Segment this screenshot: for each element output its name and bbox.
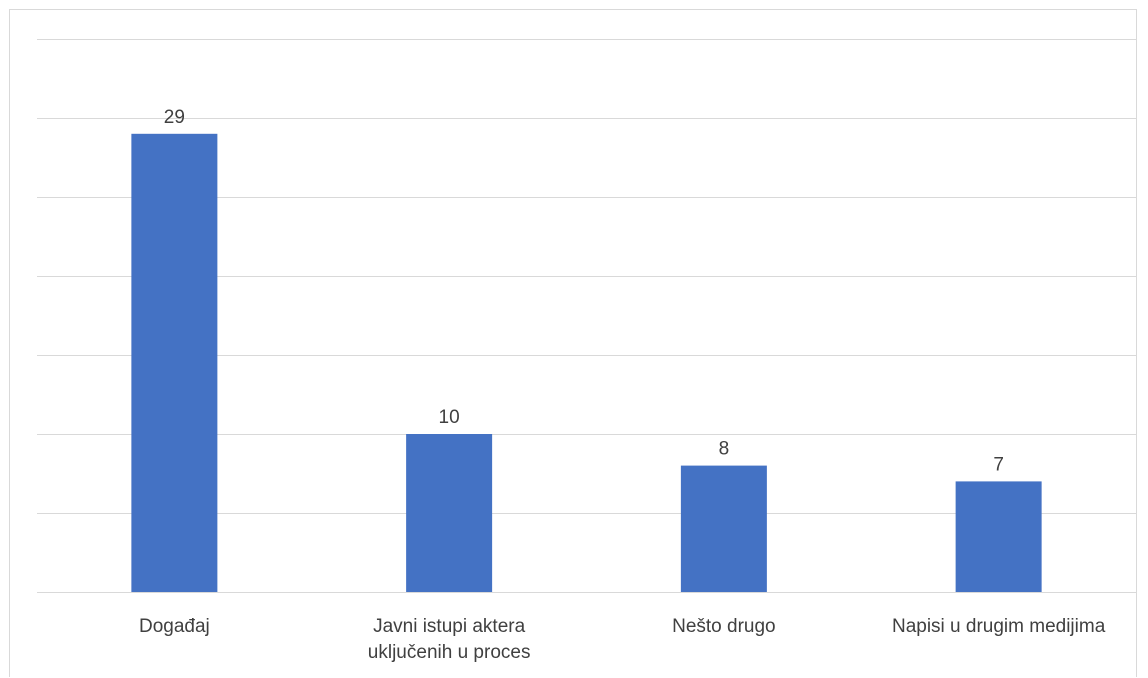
data-label-1: 10 bbox=[439, 407, 460, 428]
x-tick-label-line: uključenih u proces bbox=[368, 642, 531, 663]
bar-2 bbox=[680, 465, 767, 592]
x-tick-label-line: Javni istupi aktera bbox=[373, 616, 526, 637]
bar-chart: 29 10 8 7 Događaj Javni istupi aktera uključe… bbox=[37, 39, 1136, 663]
x-tick-label-line: Napisi u drugim medijima bbox=[892, 616, 1106, 637]
label-layer: 29 10 8 7 bbox=[164, 107, 1004, 476]
grid-layer bbox=[37, 39, 1136, 593]
tick-layer: Događaj Javni istupi aktera uključenih u p… bbox=[139, 616, 1106, 663]
bar-layer bbox=[131, 133, 1042, 593]
data-label-0: 29 bbox=[164, 107, 185, 128]
x-tick-label-line: Događaj bbox=[139, 616, 210, 637]
chart-frame: 29 10 8 7 Događaj Javni istupi aktera uključe… bbox=[9, 9, 1137, 677]
bar-3 bbox=[955, 481, 1042, 592]
x-tick-label-2: Nešto drugo bbox=[672, 616, 776, 637]
bar-1 bbox=[406, 434, 493, 592]
data-label-2: 8 bbox=[719, 439, 730, 460]
x-tick-label-0: Događaj bbox=[139, 616, 210, 637]
x-tick-label-3: Napisi u drugim medijima bbox=[892, 616, 1106, 637]
bar-0 bbox=[131, 133, 218, 593]
x-tick-label-1: Javni istupi aktera uključenih u proces bbox=[368, 616, 531, 663]
x-tick-label-line: Nešto drugo bbox=[672, 616, 776, 637]
data-label-3: 7 bbox=[993, 454, 1004, 475]
